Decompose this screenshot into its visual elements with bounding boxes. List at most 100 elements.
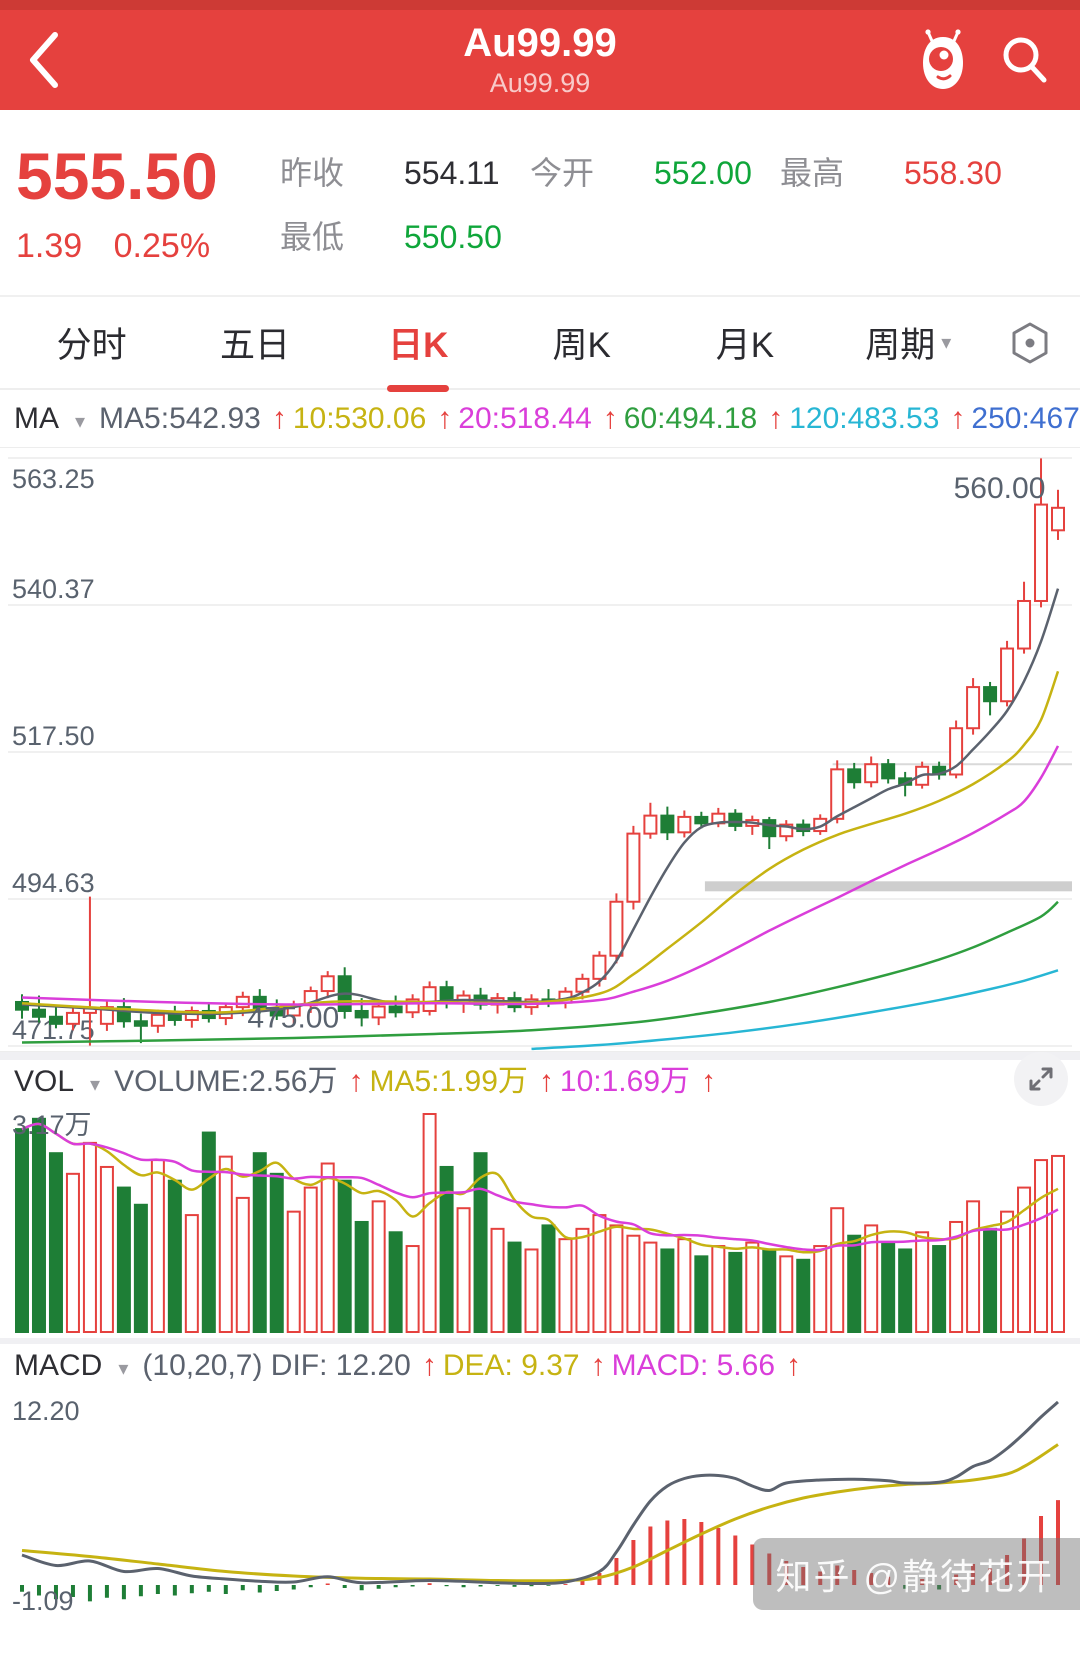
vol-axis-label: 3.17万: [12, 1110, 92, 1140]
chevron-down-icon: ▾: [941, 332, 952, 354]
change-percent: 0.25%: [113, 227, 211, 265]
up-arrow: ↑: [538, 1064, 554, 1098]
app-header: Au99.99 Au99.99: [0, 10, 1080, 110]
macd-chart[interactable]: 12.20 -1.09: [8, 1390, 1072, 1624]
pane-divider: [0, 1338, 1080, 1344]
macd-histogram: [20, 1500, 1060, 1602]
up-arrow: ↑: [950, 402, 966, 435]
up-arrow: ↑: [271, 402, 287, 435]
field-low: 最低 550.50: [280, 212, 530, 258]
macd-axis-label-bottom: -1.09: [12, 1586, 74, 1616]
volume-chart-pane: 3.17万: [0, 1106, 1080, 1338]
up-arrow: ↑: [786, 1348, 802, 1382]
search-icon: [1003, 37, 1047, 83]
up-arrow: ↑: [768, 402, 784, 435]
volume-bars: [15, 1113, 1065, 1334]
y-axis-label: 494.63: [12, 868, 95, 898]
quote-row-1: 昨收 554.11 今开 552.00 最高 558.30: [280, 148, 1064, 194]
indicator-value: 60:494.18: [623, 402, 758, 435]
field-open: 今开 552.00: [530, 148, 780, 194]
field-value: 554.11: [404, 154, 500, 191]
status-bar-strip: [0, 0, 1080, 10]
indicator-value: MA5:1.99万: [369, 1064, 528, 1098]
indicator-value: 120:483.53: [789, 402, 940, 435]
ma-line-ma20: [21, 745, 1060, 1006]
app-mascot-logo-icon: [923, 29, 963, 89]
tab-monthly-k[interactable]: 月K: [715, 326, 775, 365]
field-high: 最高 558.30: [780, 148, 1030, 194]
field-value: 558.30: [904, 154, 1002, 191]
pane-divider: [0, 1052, 1080, 1060]
price-annotation: 475.00: [247, 1002, 339, 1035]
macd-pane-header: MACD ▾ (10,20,7) DIF: 12.20 ↑ DEA: 9.37 ↑ MACD…: [0, 1344, 1080, 1390]
chevron-down-icon: ▾: [118, 1357, 129, 1380]
up-arrow: ↑: [602, 402, 618, 435]
chevron-down-icon: ▾: [90, 1073, 101, 1096]
field-value: 550.50: [404, 218, 502, 255]
field-prev-close: 昨收 554.11: [280, 148, 530, 194]
tab-daily-k[interactable]: 日K: [337, 297, 500, 392]
y-axis-label: 517.50: [12, 721, 95, 751]
indicator-value: MA5:542.93: [99, 402, 261, 435]
quote-row-2: 最低 550.50: [280, 212, 1064, 258]
macd-legend-name: MACD: [14, 1348, 103, 1382]
expand-chart-button[interactable]: [1014, 1052, 1068, 1106]
indicator-value: VOLUME:2.56万: [114, 1064, 338, 1098]
vol-indicator-legend[interactable]: VOL ▾ VOLUME:2.56万 ↑ MA5:1.99万 ↑ 10:1.69万 ↑: [14, 1059, 722, 1108]
up-arrow: ↑: [590, 1348, 606, 1382]
y-axis-label: 540.37: [12, 574, 95, 604]
chart-settings-button[interactable]: [990, 321, 1070, 365]
vol-legend-name: VOL: [14, 1064, 75, 1098]
ma-indicator-legend[interactable]: MA ▾ MA5:542.93 ↑ 10:530.06 ↑ 20:518.44 ↑ 60:494…: [0, 390, 1080, 447]
indicator-value: 20:518.44: [458, 402, 592, 435]
indicator-value: 10:530.06: [292, 402, 427, 435]
main-candlestick-chart[interactable]: 563.25540.37517.50494.63471.75560.00475.…: [8, 448, 1072, 1051]
tab-weekly-k[interactable]: 周K: [552, 326, 611, 365]
up-arrow: ↑: [421, 1348, 437, 1382]
ma-line-ma5: [21, 588, 1060, 1016]
field-label: 今开: [530, 154, 595, 191]
ma-legend-name: MA: [14, 402, 59, 435]
chart-tab-bar: 分时 五日 日K 周K 月K 周期 ▾: [0, 295, 1080, 392]
tab-five-day[interactable]: 五日: [219, 326, 290, 365]
field-label: 昨收: [280, 154, 345, 191]
field-label: 最高: [780, 154, 845, 191]
search-button[interactable]: [998, 32, 1052, 88]
indicator-value: (10,20,7) DIF: 12.20: [142, 1348, 411, 1382]
tab-period-dropdown[interactable]: 周期 ▾: [865, 326, 952, 365]
field-value: 552.00: [654, 154, 752, 191]
macd-axis-label-top: 12.20: [12, 1396, 80, 1426]
price-annotation: 560.00: [954, 472, 1046, 505]
y-axis-label: 563.25: [12, 464, 95, 494]
dea-line: [21, 1443, 1059, 1583]
back-button[interactable]: [0, 10, 90, 110]
quote-fields: 昨收 554.11 今开 552.00 最高 558.30 最低 550.50: [266, 110, 1064, 295]
vol-pane-header: VOL ▾ VOLUME:2.56万 ↑ MA5:1.99万 ↑ 10:1.69万 ↑: [0, 1052, 1080, 1108]
expand-icon: [1029, 1067, 1053, 1091]
tab-minute[interactable]: 分时: [56, 326, 127, 365]
macd-chart-pane: 12.20 -1.09 知乎 @静待花开: [0, 1390, 1080, 1624]
watermark: 知乎 @静待花开: [753, 1538, 1080, 1610]
back-chevron-icon: [30, 32, 58, 88]
gear-icon: [1012, 322, 1048, 363]
page-title: Au99.99: [463, 21, 617, 65]
macd-indicator-legend[interactable]: MACD ▾ (10,20,7) DIF: 12.20 ↑ DEA: 9.37 ↑ MACD…: [14, 1343, 807, 1392]
up-arrow: ↑: [701, 1064, 717, 1098]
ma-lines: [21, 588, 1060, 1051]
price-change: 1.39 0.25%: [16, 227, 266, 266]
up-arrow: ↑: [437, 402, 453, 435]
vol-ma-lines: [21, 1122, 1059, 1254]
up-arrow: ↑: [348, 1064, 364, 1098]
indicator-value: 10:1.69万: [559, 1064, 691, 1098]
price-annotations: 560.00 475.00: [247, 472, 1045, 1035]
change-amount: 1.39: [16, 227, 83, 265]
ma-line-ma120: [531, 969, 1059, 1051]
main-chart-pane: 563.25 540.37 517.50 494.63 471.75 560.00 475.…: [0, 447, 1080, 1052]
field-label: 最低: [280, 218, 345, 255]
ma-line-ma10: [21, 670, 1060, 1014]
indicator-value: MACD: 5.66: [611, 1348, 776, 1382]
quote-left: 555.50 1.39 0.25%: [16, 110, 266, 295]
volume-bar-chart[interactable]: 3.17万: [8, 1106, 1072, 1338]
page-subtitle: Au99.99: [489, 68, 591, 98]
